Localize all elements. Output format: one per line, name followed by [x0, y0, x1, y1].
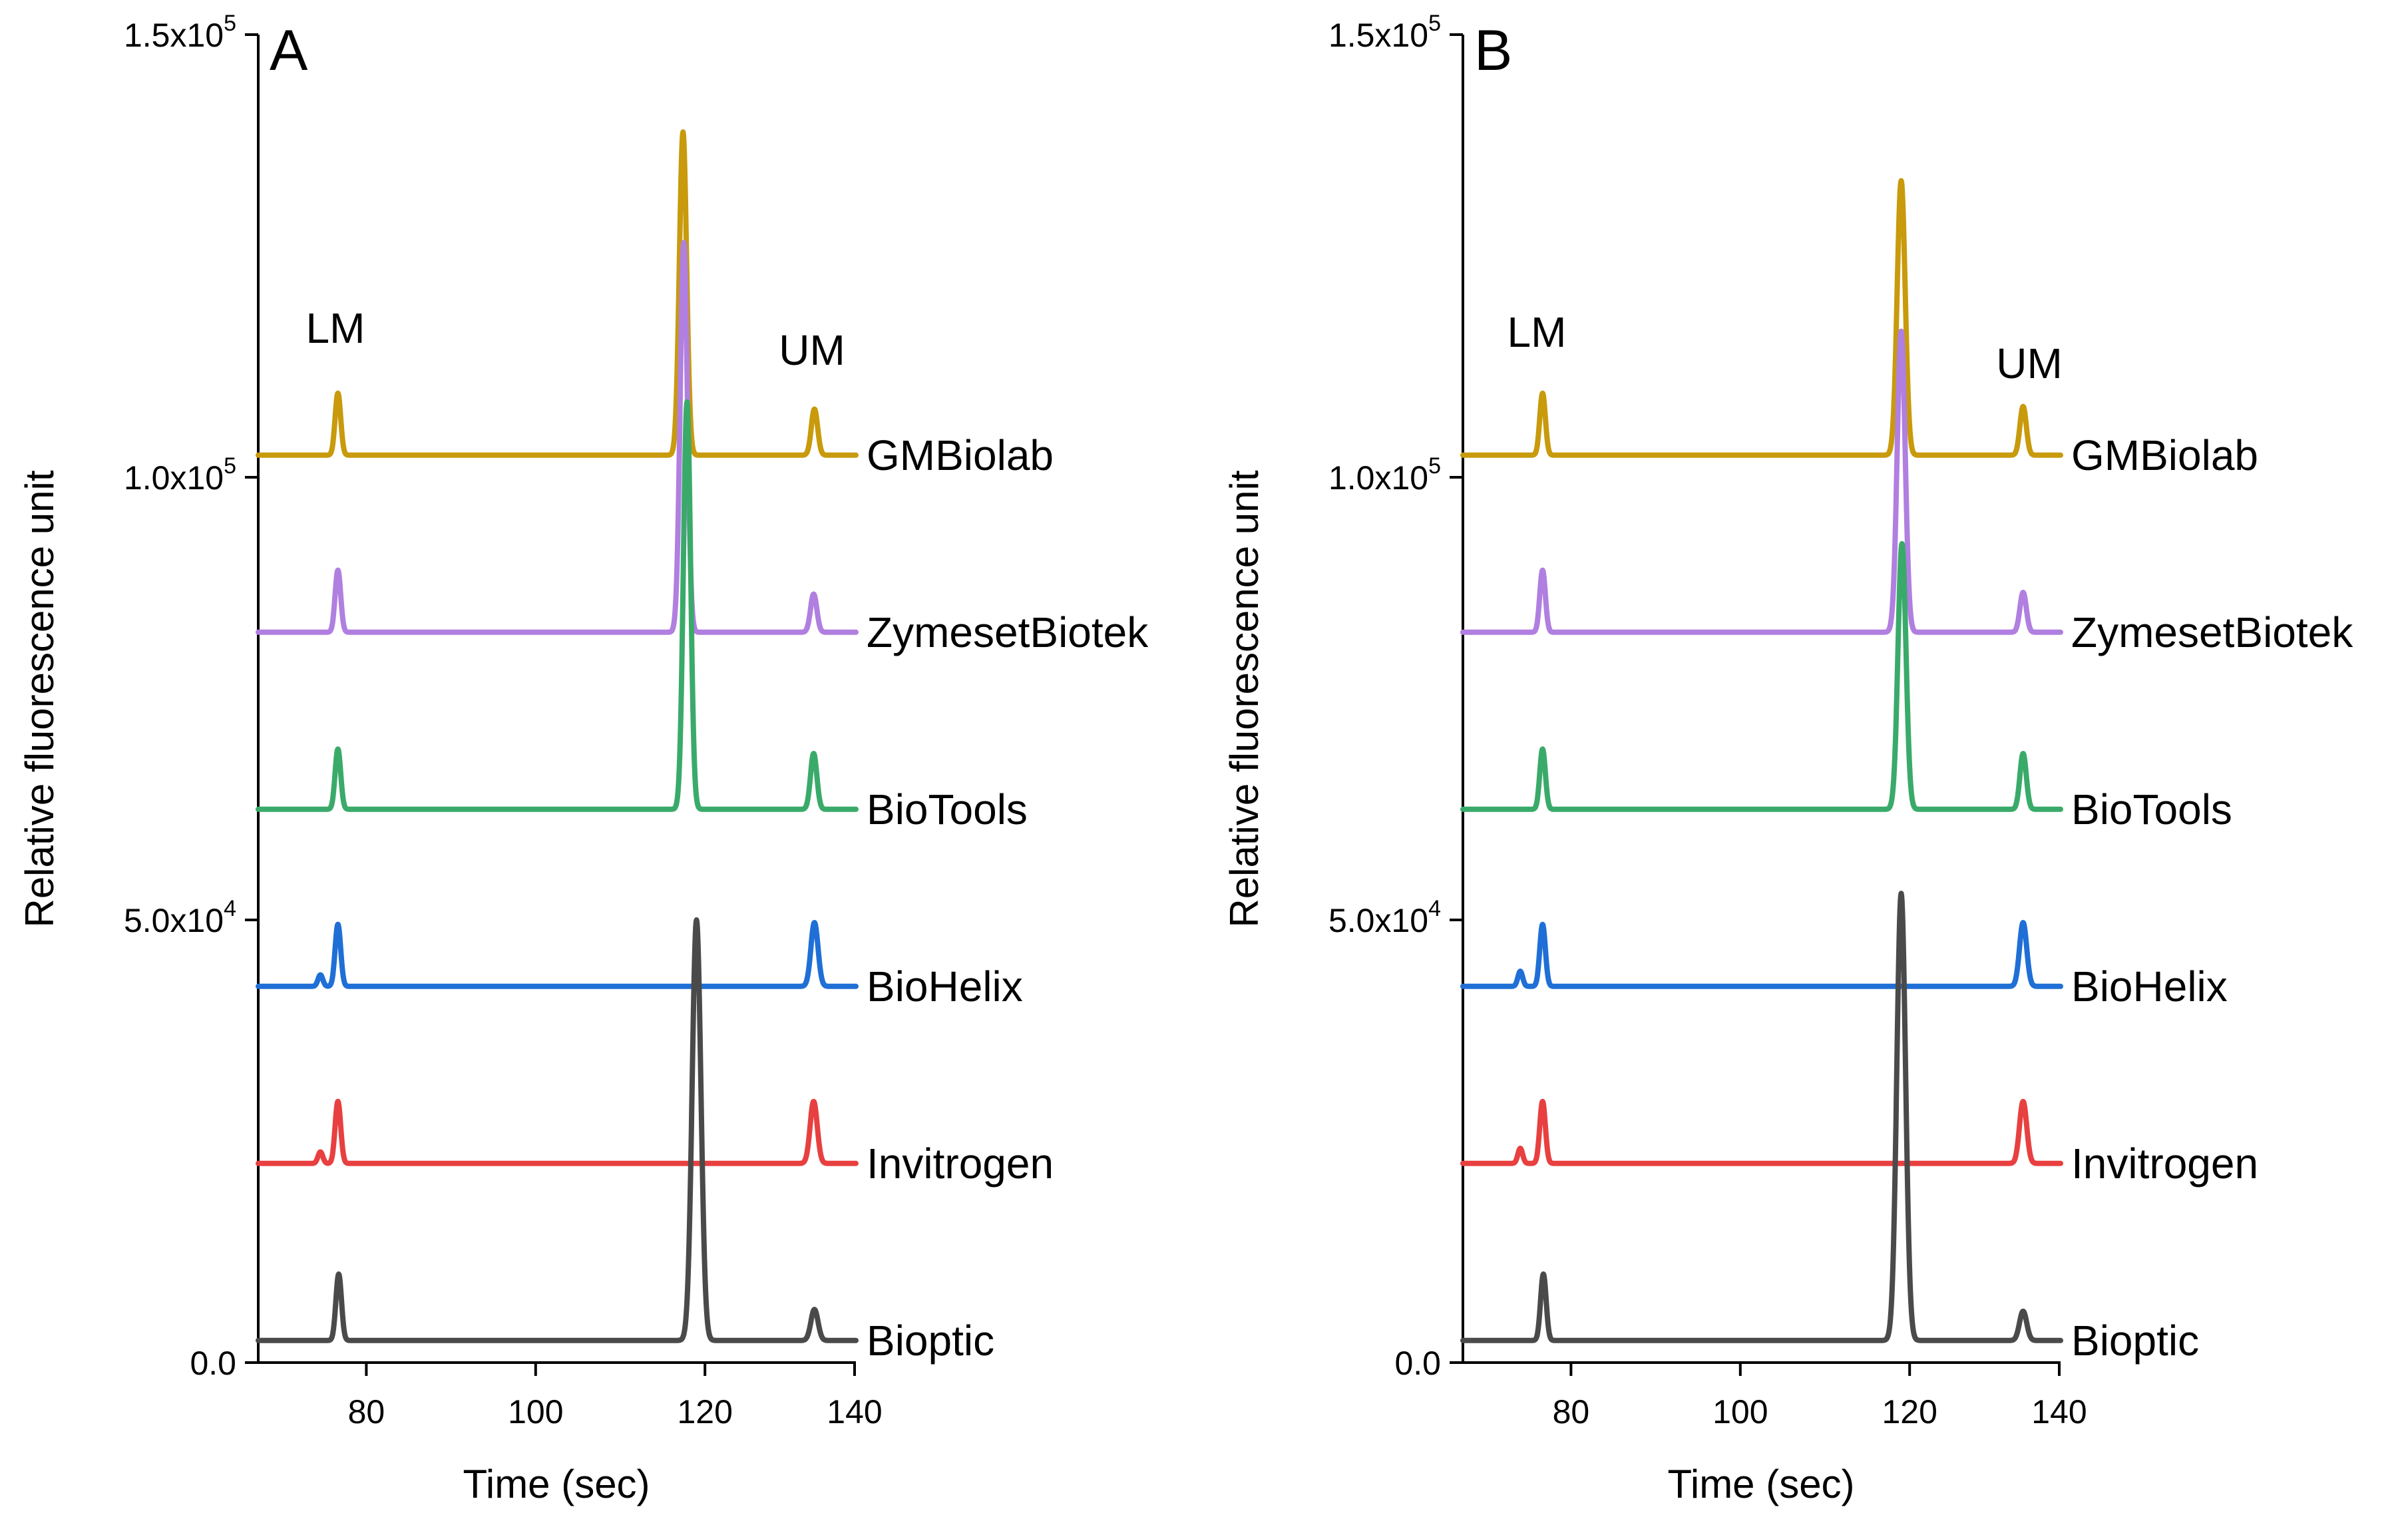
trace-biohelix [256, 920, 859, 989]
y-tick-label-0: 0.0 [1394, 1345, 1441, 1382]
panel-b: B 80 100 120 140 0.0 5.0x104 1.0x105 1.5… [1222, 11, 2353, 1506]
series-label-gmbiolab: GMBiolab [2071, 431, 2258, 479]
y-ticks: 0.0 5.0x104 1.0x105 1.5x105 [124, 11, 258, 1382]
y-ticks: 0.0 5.0x104 1.0x105 1.5x105 [1328, 11, 1463, 1382]
trace-zymesetbiotek [256, 240, 859, 635]
x-tick-label-100: 100 [1712, 1393, 1768, 1430]
series-label-zymesetbiotek: ZymesetBiotek [867, 608, 1149, 656]
series-labels: GMBiolab ZymesetBiotek BioTools BioHelix… [2071, 431, 2353, 1365]
y-tick-label-150000: 1.5x105 [124, 11, 236, 54]
y-axis-title: Relative fluorescence unit [1222, 470, 1267, 927]
x-ticks: 80 100 120 140 [348, 1363, 883, 1430]
trace-bioptic [256, 917, 859, 1343]
series-label-zymesetbiotek: ZymesetBiotek [2071, 608, 2353, 656]
lm-label: LM [306, 304, 365, 352]
trace-bioptic [1460, 891, 2063, 1343]
series-label-biohelix: BioHelix [2071, 963, 2228, 1010]
um-label: UM [1996, 339, 2063, 387]
series-label-biotools: BioTools [2071, 785, 2232, 833]
trace-zymesetbiotek [1460, 328, 2063, 635]
y-tick-label-50000: 5.0x104 [124, 896, 236, 939]
x-axis-title: Time (sec) [1667, 1462, 1854, 1506]
x-tick-label-140: 140 [2031, 1393, 2087, 1430]
trace-invitrogen [1460, 1098, 2063, 1166]
y-tick-label-100000: 1.0x105 [1328, 453, 1441, 497]
x-tick-label-120: 120 [1882, 1393, 1937, 1430]
series-label-invitrogen: Invitrogen [2071, 1140, 2258, 1188]
x-tick-label-140: 140 [827, 1393, 882, 1430]
y-tick-label-0: 0.0 [190, 1345, 236, 1382]
trace-biohelix [1460, 920, 2063, 989]
series-label-biotools: BioTools [867, 785, 1028, 833]
x-tick-label-100: 100 [508, 1393, 563, 1430]
trace-biotools [1460, 541, 2063, 812]
traces [256, 129, 859, 1343]
trace-biotools [256, 399, 859, 812]
x-tick-label-80: 80 [348, 1393, 385, 1430]
um-label: UM [779, 326, 845, 374]
y-tick-label-150000: 1.5x105 [1328, 11, 1441, 54]
y-tick-label-100000: 1.0x105 [124, 453, 236, 497]
series-label-bioptic: Bioptic [867, 1317, 994, 1365]
trace-gmbiolab [256, 129, 859, 458]
y-tick-label-50000: 5.0x104 [1328, 896, 1441, 939]
x-tick-label-80: 80 [1553, 1393, 1590, 1430]
series-label-gmbiolab: GMBiolab [867, 431, 1054, 479]
y-axis-title: Relative fluorescence unit [17, 470, 62, 927]
lm-label: LM [1507, 308, 1567, 356]
panel-letter-b: B [1474, 19, 1512, 83]
panel-letter-a: A [270, 19, 308, 83]
series-label-bioptic: Bioptic [2071, 1317, 2199, 1365]
series-label-invitrogen: Invitrogen [867, 1140, 1054, 1188]
panel-a: A 80 100 120 140 0.0 5.0x104 1.0x105 1.5… [17, 11, 1149, 1506]
trace-invitrogen [256, 1098, 859, 1166]
x-axis-title: Time (sec) [463, 1462, 650, 1506]
series-label-biohelix: BioHelix [867, 963, 1023, 1010]
traces [1460, 178, 2063, 1343]
x-ticks: 80 100 120 140 [1553, 1363, 2087, 1430]
x-tick-label-120: 120 [677, 1393, 732, 1430]
series-labels: GMBiolab ZymesetBiotek BioTools BioHelix… [867, 431, 1149, 1365]
trace-gmbiolab [1460, 178, 2063, 458]
